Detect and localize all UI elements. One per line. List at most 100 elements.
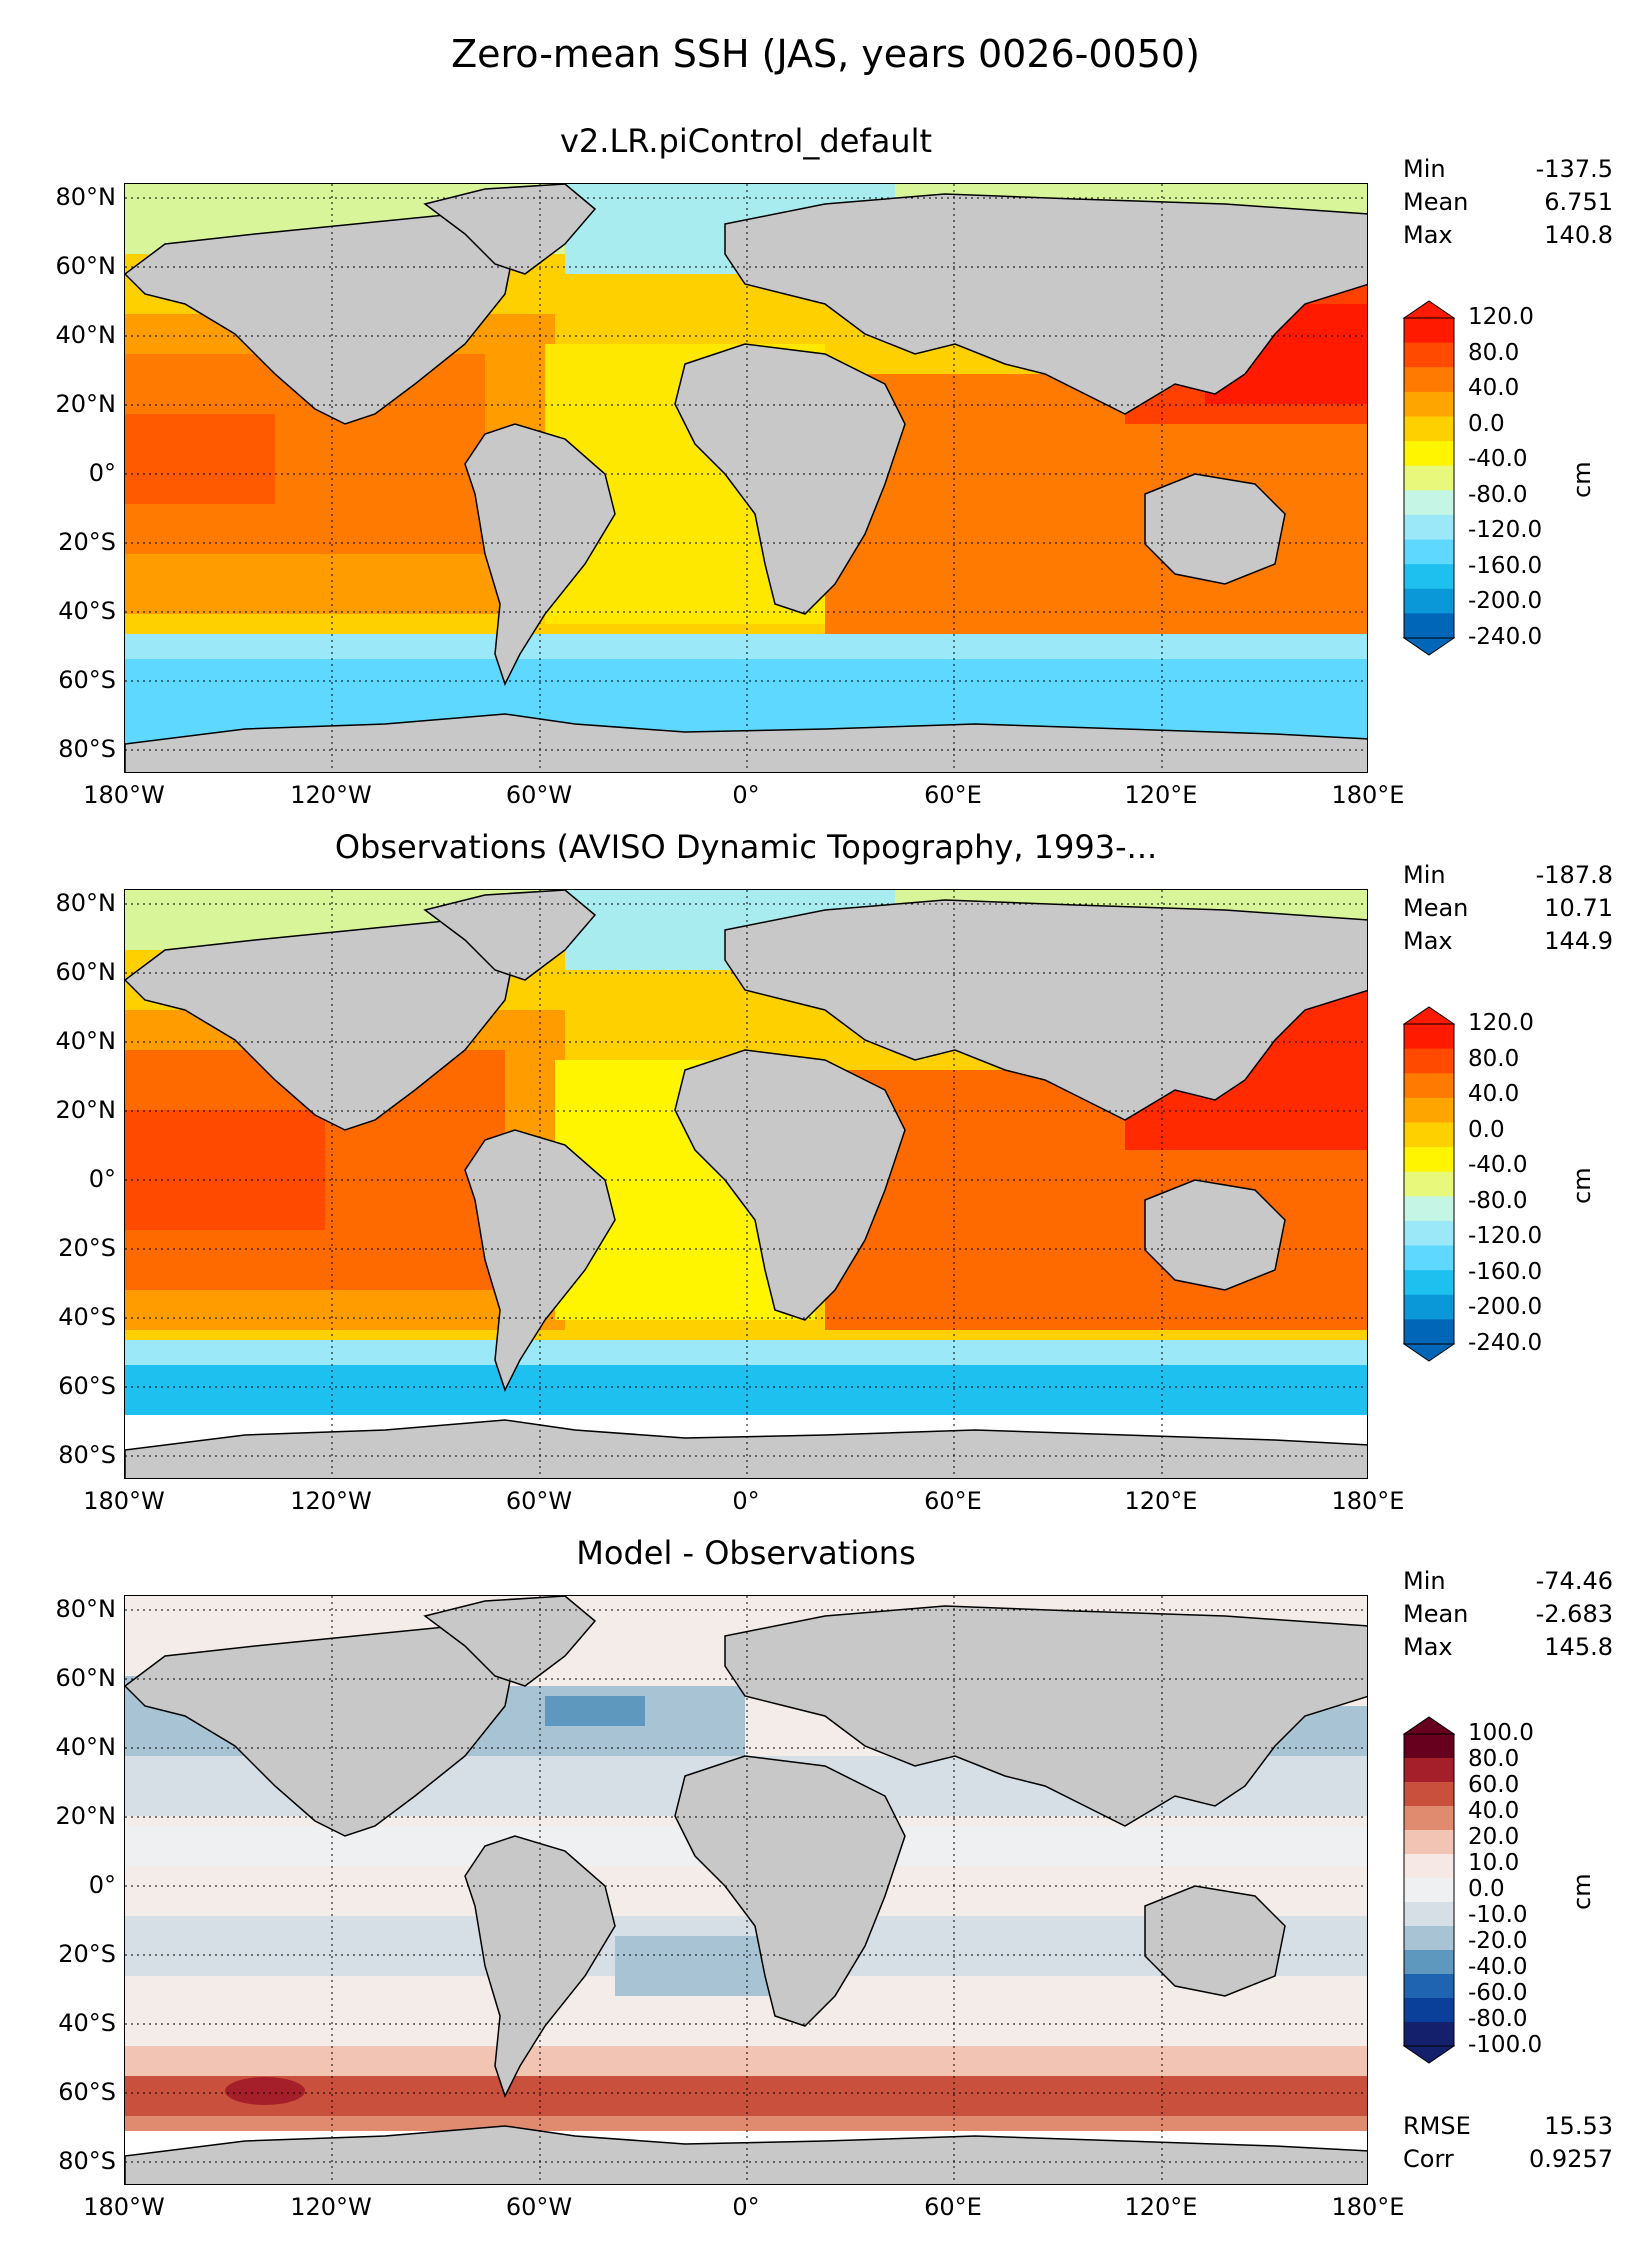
colorbar-tick-label: -80.0 bbox=[1468, 2006, 1528, 2032]
map-obs bbox=[124, 889, 1368, 1479]
lon-tick-label: 180°W bbox=[83, 1487, 165, 1515]
colorbar-swatch bbox=[1404, 1974, 1454, 1999]
stat-min-value: -74.46 bbox=[1535, 1567, 1613, 1595]
lon-tick-label: 60°E bbox=[924, 2193, 982, 2221]
stat-max-label: Max bbox=[1403, 221, 1453, 249]
colorbar-tick-label: 0.0 bbox=[1468, 1876, 1505, 1902]
colorbar-tick-label: 0.0 bbox=[1468, 1116, 1505, 1143]
lat-tick-label: 60°S bbox=[58, 1372, 116, 1400]
colorbar-obs bbox=[1402, 1006, 1456, 1366]
lat-tick-label: 20°N bbox=[55, 390, 117, 418]
stat-max-value: 144.9 bbox=[1544, 927, 1613, 955]
map-model-svg bbox=[125, 184, 1367, 772]
lon-tick-label: 180°E bbox=[1331, 2193, 1405, 2221]
colorbar-swatch bbox=[1404, 1998, 1454, 2023]
colorbar-swatch bbox=[1404, 1294, 1454, 1320]
colorbar-tick-label: 100.0 bbox=[1468, 1720, 1534, 1746]
colorbar-swatch bbox=[1404, 1926, 1454, 1951]
lon-tick-label: 60°W bbox=[505, 781, 573, 809]
lon-tick-label: 180°E bbox=[1331, 781, 1405, 809]
colorbar-extend-bottom bbox=[1402, 637, 1456, 656]
colorbar-tick-label: -160.0 bbox=[1468, 1258, 1543, 1285]
colorbar-tick-label: 80.0 bbox=[1468, 1045, 1520, 1072]
lat-tick-label: 40°S bbox=[58, 2009, 116, 2037]
colorbar-swatch bbox=[1404, 490, 1454, 516]
colorbar-swatch bbox=[1404, 1758, 1454, 1783]
stat-min-value: -187.8 bbox=[1535, 861, 1613, 889]
colorbar-swatch bbox=[1404, 1782, 1454, 1807]
colorbar-extend-bottom bbox=[1402, 2045, 1456, 2064]
colorbar-tick-label: 10.0 bbox=[1468, 1850, 1520, 1876]
stat-mean-label: Mean bbox=[1403, 894, 1469, 922]
colorbar-tick-label: -40.0 bbox=[1468, 1152, 1528, 1179]
lon-tick-label: 180°E bbox=[1331, 1487, 1405, 1515]
colorbar-extend-top bbox=[1402, 1006, 1456, 1025]
lon-tick-label: 60°E bbox=[924, 1487, 982, 1515]
colorbar-swatch bbox=[1404, 1024, 1454, 1050]
stat-corr-value: 0.9257 bbox=[1529, 2145, 1613, 2173]
stat-max-value: 145.8 bbox=[1544, 1633, 1613, 1661]
colorbar-swatch bbox=[1404, 416, 1454, 442]
colorbar-obs-svg bbox=[1402, 1006, 1456, 1362]
colorbar-extend-top bbox=[1402, 1716, 1456, 1735]
stat-mean-label: Mean bbox=[1403, 1600, 1469, 1628]
stat-mean-label: Mean bbox=[1403, 188, 1469, 216]
stats-obs: Min -187.8 Mean 10.71 Max 144.9 bbox=[1403, 859, 1613, 958]
colorbar-swatch bbox=[1404, 1220, 1454, 1247]
colorbar-swatch bbox=[1404, 1854, 1454, 1879]
colorbar-frame bbox=[1403, 317, 1455, 639]
colorbar-tick-label: -200.0 bbox=[1468, 1294, 1543, 1321]
lat-tick-label: 60°N bbox=[55, 1664, 117, 1692]
lat-tick-label: 60°N bbox=[55, 958, 117, 986]
lat-tick-label: 0° bbox=[88, 1165, 116, 1193]
lat-tick-label: 20°S bbox=[58, 528, 116, 556]
colorbar-diff bbox=[1402, 1716, 1456, 2068]
colorbar-tick-label: 40.0 bbox=[1468, 1081, 1520, 1108]
lon-tick-label: 60°W bbox=[505, 1487, 573, 1515]
colorbar-tick-label: -80.0 bbox=[1468, 1187, 1528, 1214]
lon-tick-label: 120°W bbox=[290, 2193, 372, 2221]
lat-tick-label: 0° bbox=[88, 1871, 116, 1899]
colorbar-tick-label: -120.0 bbox=[1468, 1223, 1543, 1250]
lon-tick-label: 180°W bbox=[83, 2193, 165, 2221]
lat-tick-label: 0° bbox=[88, 459, 116, 487]
lat-tick-label: 80°N bbox=[55, 1595, 117, 1623]
panel-title-diff: Model - Observations bbox=[576, 1534, 916, 1572]
colorbar-swatch bbox=[1404, 1270, 1454, 1296]
colorbar-swatch bbox=[1404, 318, 1454, 344]
colorbar-swatch bbox=[1404, 2022, 1454, 2047]
stat-min-label: Min bbox=[1403, 861, 1446, 889]
lon-tick-label: 180°W bbox=[83, 781, 165, 809]
map-diff bbox=[124, 1595, 1368, 2185]
colorbar-unit-model: cm bbox=[1568, 461, 1596, 498]
colorbar-unit-diff: cm bbox=[1568, 1873, 1596, 1910]
lon-tick-label: 120°W bbox=[290, 1487, 372, 1515]
colorbar-tick-label: -240.0 bbox=[1468, 624, 1543, 650]
stat-max-label: Max bbox=[1403, 1633, 1453, 1661]
stat-rmse-value: 15.53 bbox=[1544, 2112, 1613, 2140]
stat-mean-value: -2.683 bbox=[1535, 1600, 1613, 1628]
lat-tick-label: 80°N bbox=[55, 889, 117, 917]
lat-tick-label: 40°S bbox=[58, 1303, 116, 1331]
stat-min-label: Min bbox=[1403, 1567, 1446, 1595]
colorbar-swatch bbox=[1404, 1830, 1454, 1855]
stat-mean-value: 10.71 bbox=[1544, 894, 1613, 922]
lat-tick-label: 60°S bbox=[58, 666, 116, 694]
colorbar-tick-label: 40.0 bbox=[1468, 1798, 1520, 1824]
panel-title-model: v2.LR.piControl_default bbox=[559, 122, 933, 160]
map-obs-svg bbox=[125, 890, 1367, 1478]
lat-tick-label: 80°S bbox=[58, 1441, 116, 1469]
colorbar-swatch bbox=[1404, 613, 1454, 639]
stats-diff: Min -74.46 Mean -2.683 Max 145.8 bbox=[1403, 1565, 1613, 1664]
colorbar-tick-label: -120.0 bbox=[1468, 517, 1543, 544]
stat-max-label: Max bbox=[1403, 927, 1453, 955]
colorbar-swatch bbox=[1404, 1048, 1454, 1074]
colorbar-tick-label: -20.0 bbox=[1468, 1928, 1528, 1954]
colorbar-swatch bbox=[1404, 1147, 1454, 1173]
colorbar-diff-svg bbox=[1402, 1716, 1456, 2064]
colorbar-swatch bbox=[1404, 1196, 1454, 1222]
colorbar-swatch bbox=[1404, 1319, 1454, 1345]
lat-tick-label: 40°N bbox=[55, 1733, 117, 1761]
colorbar-swatch bbox=[1404, 367, 1454, 393]
colorbar-swatch bbox=[1404, 1950, 1454, 1975]
